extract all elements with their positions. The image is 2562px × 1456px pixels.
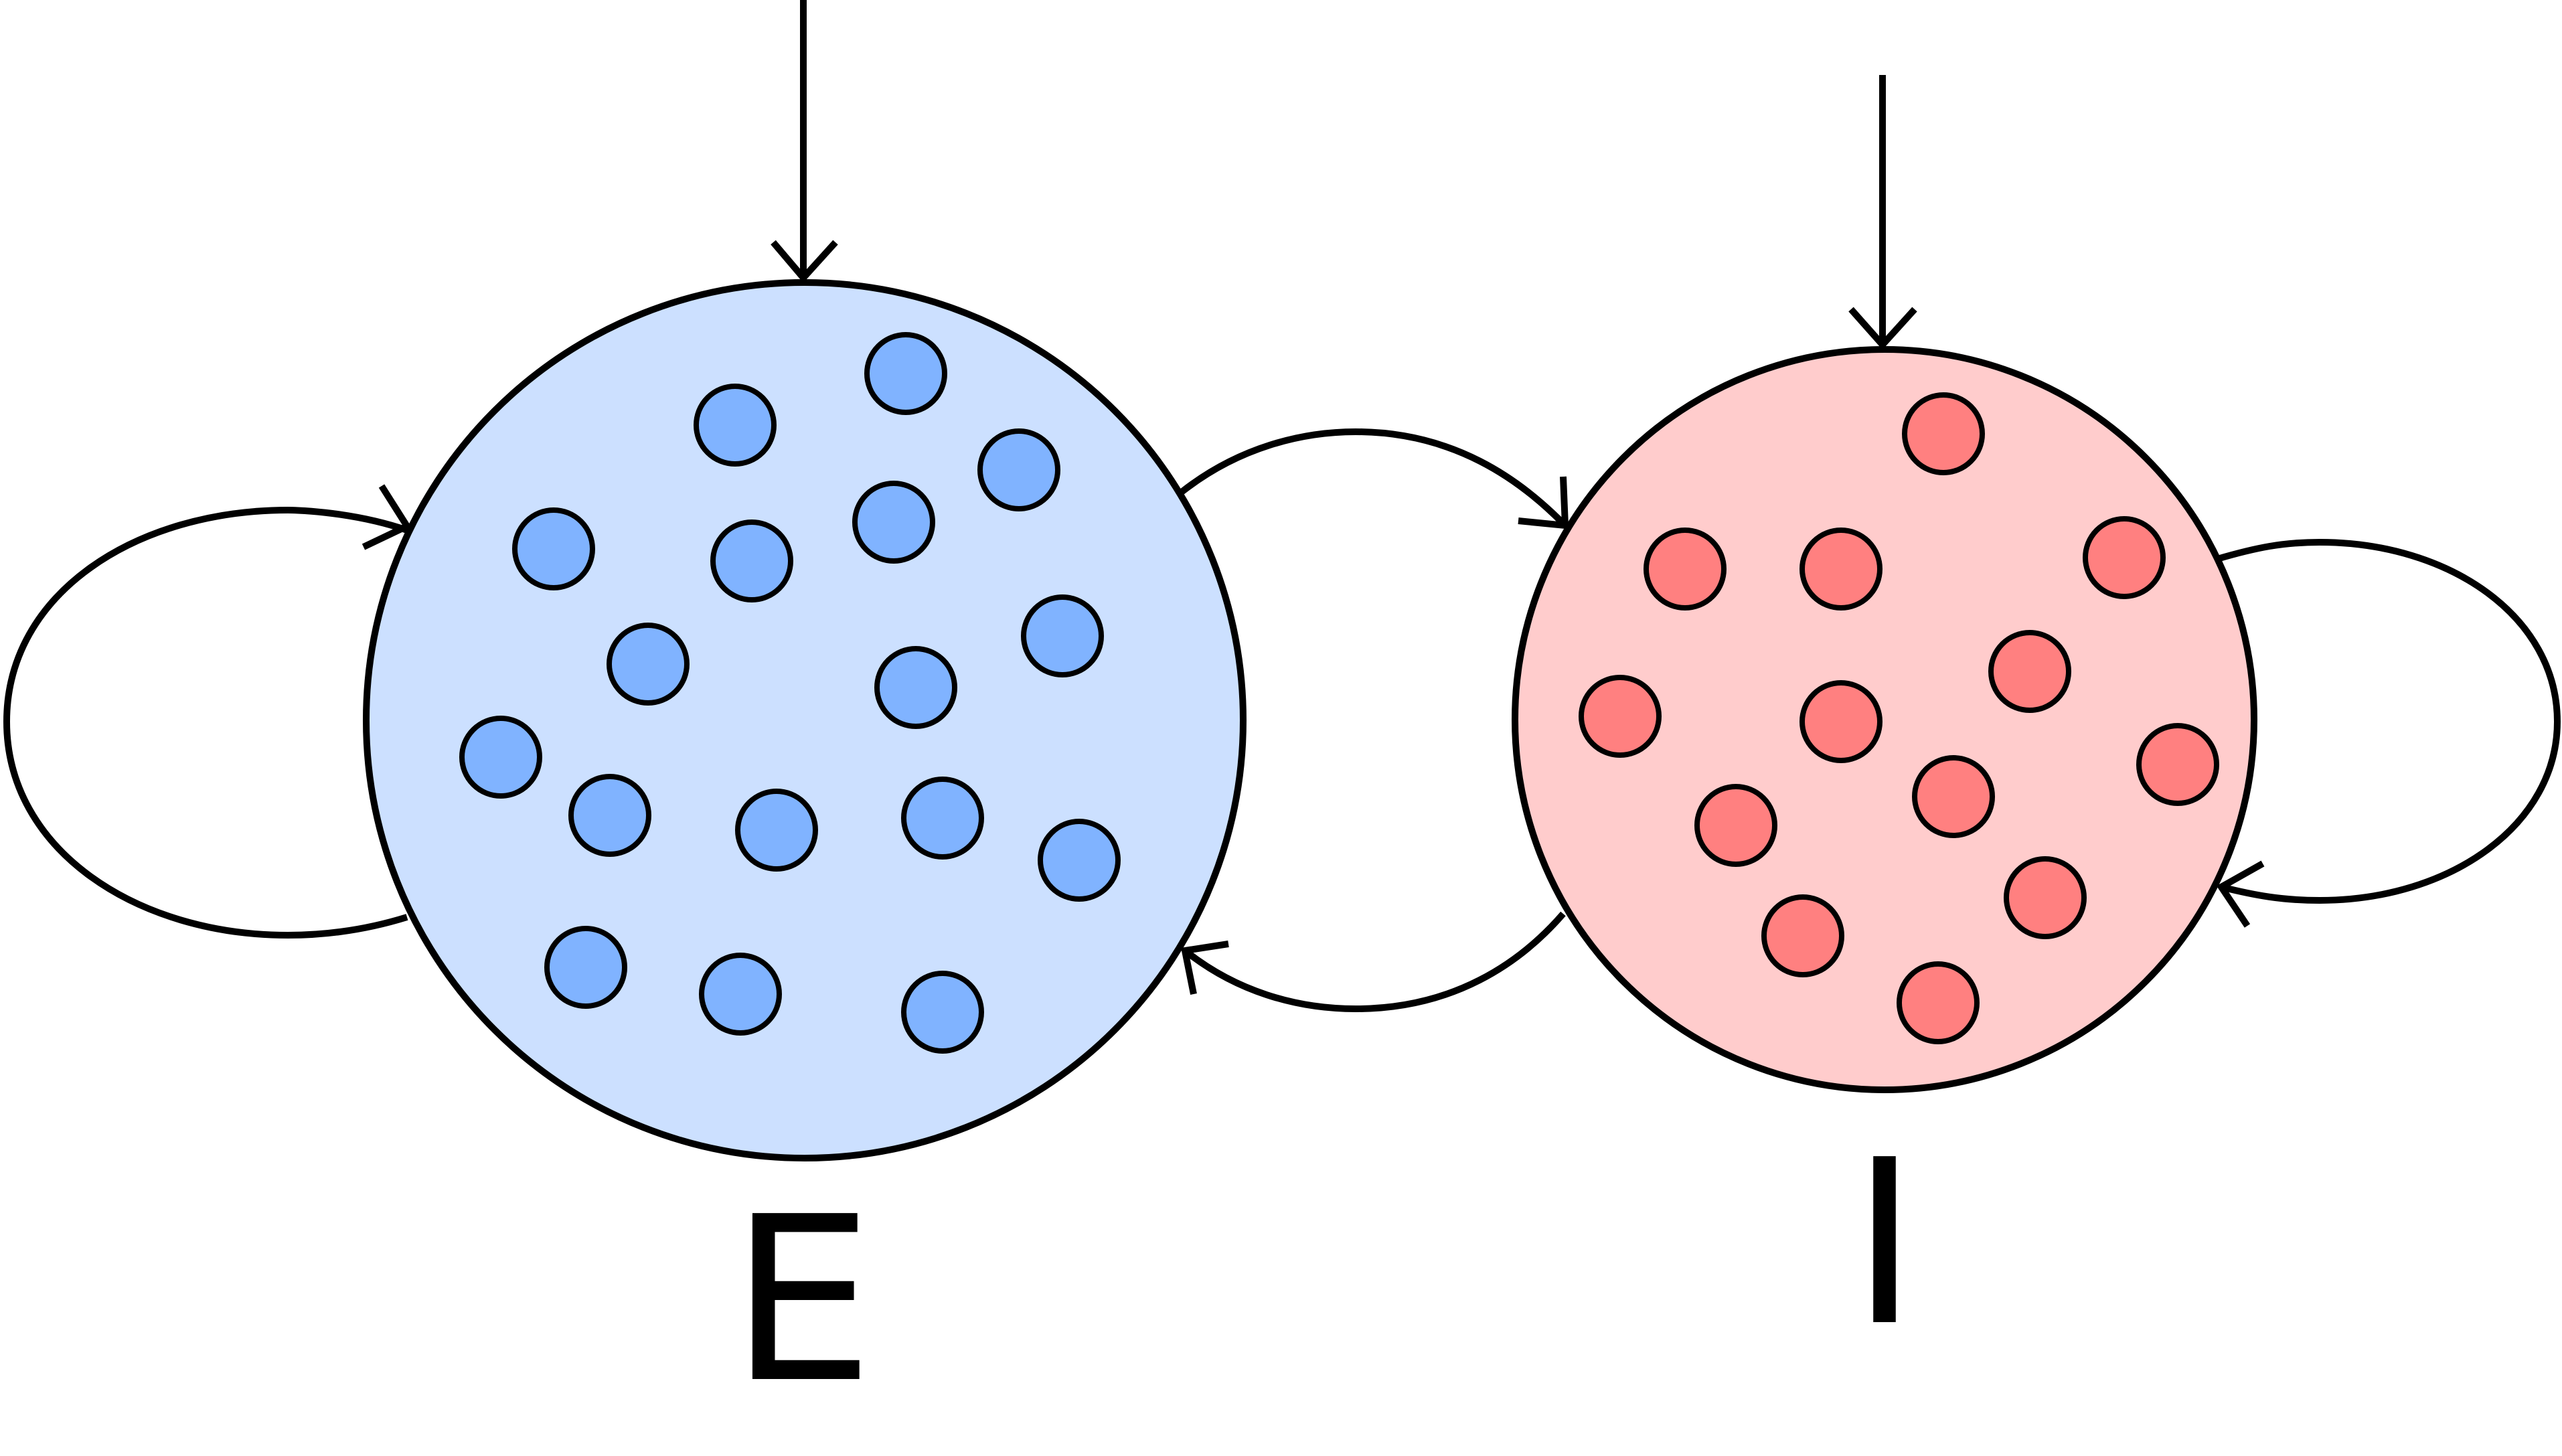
- e-neuron: [1021, 594, 1104, 677]
- e-neuron: [544, 926, 627, 1009]
- i-neuron: [2004, 856, 2087, 939]
- e-neuron: [874, 646, 957, 729]
- population-e: [363, 279, 1247, 1161]
- i-neurons: [1579, 392, 2219, 1044]
- i-neuron: [1988, 630, 2071, 713]
- e-neuron: [735, 789, 818, 872]
- i-neuron: [2136, 723, 2219, 806]
- e-neuron: [568, 774, 651, 857]
- i-neuron: [1897, 961, 1980, 1044]
- e-self-loop-arrow: [3, 484, 412, 939]
- i-neuron: [1761, 894, 1844, 977]
- i-neuron: [1912, 755, 1995, 838]
- e-neuron: [864, 332, 947, 415]
- input-arrow-e: [771, 0, 838, 283]
- i-neuron: [1644, 528, 1727, 611]
- i-neuron: [1694, 784, 1777, 867]
- population-e-label: E: [730, 1168, 874, 1433]
- e-neuron: [852, 481, 935, 564]
- e-neuron: [512, 507, 595, 590]
- e-neuron: [607, 623, 690, 706]
- e-neuron: [1038, 819, 1121, 902]
- e-neuron: [459, 716, 542, 799]
- i-neuron: [2083, 516, 2166, 599]
- population-i: [1512, 346, 2257, 1093]
- i-neuron: [1799, 680, 1883, 763]
- input-arrow-i: [1848, 75, 1917, 350]
- population-i-label: I: [1851, 1111, 1918, 1376]
- i-to-e-arrow: [1181, 911, 1566, 1013]
- e-neuron: [699, 953, 782, 1036]
- e-neuron: [710, 519, 793, 602]
- i-neuron: [1799, 528, 1883, 611]
- e-neuron: [694, 384, 777, 467]
- e-neuron: [901, 777, 984, 860]
- e-to-i-arrow: [1179, 428, 1569, 530]
- i-neuron: [1579, 675, 1662, 758]
- i-self-loop-arrow: [2216, 538, 2561, 928]
- i-neuron: [1902, 392, 1985, 475]
- e-neuron: [901, 971, 984, 1054]
- e-neuron: [977, 428, 1060, 511]
- e-neurons: [459, 332, 1121, 1054]
